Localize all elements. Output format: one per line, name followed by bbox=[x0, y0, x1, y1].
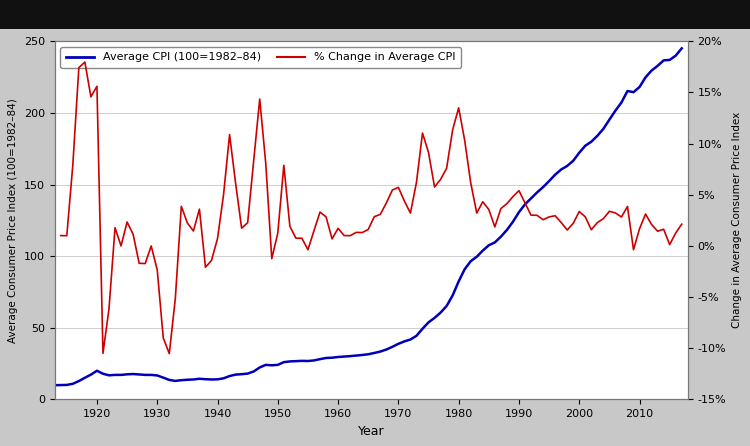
% Change in Average CPI bbox=[56, 233, 65, 238]
Average CPI (100=1982–84) bbox=[322, 355, 331, 361]
Average CPI (100=1982–84) bbox=[50, 383, 59, 388]
Y-axis label: Change in Average Consumer Price Index: Change in Average Consumer Price Index bbox=[732, 112, 742, 329]
Average CPI (100=1982–84) bbox=[135, 372, 144, 377]
% Change in Average CPI bbox=[635, 226, 644, 231]
Average CPI (100=1982–84) bbox=[677, 45, 686, 51]
Average CPI (100=1982–84) bbox=[665, 57, 674, 62]
% Change in Average CPI bbox=[249, 158, 258, 163]
Line: % Change in Average CPI: % Change in Average CPI bbox=[61, 62, 682, 354]
% Change in Average CPI bbox=[665, 242, 674, 248]
Average CPI (100=1982–84) bbox=[56, 382, 65, 388]
Line: Average CPI (100=1982–84): Average CPI (100=1982–84) bbox=[55, 48, 682, 385]
% Change in Average CPI bbox=[80, 59, 89, 65]
Average CPI (100=1982–84) bbox=[503, 227, 512, 233]
% Change in Average CPI bbox=[225, 132, 234, 137]
% Change in Average CPI bbox=[74, 65, 83, 70]
Average CPI (100=1982–84) bbox=[509, 219, 518, 224]
Y-axis label: Average Consumer Price Index (100=1982–84): Average Consumer Price Index (100=1982–8… bbox=[8, 98, 18, 343]
% Change in Average CPI bbox=[165, 351, 174, 356]
% Change in Average CPI bbox=[677, 222, 686, 227]
X-axis label: Year: Year bbox=[358, 425, 385, 438]
Legend: Average CPI (100=1982–84), % Change in Average CPI: Average CPI (100=1982–84), % Change in A… bbox=[60, 47, 461, 68]
% Change in Average CPI bbox=[376, 212, 385, 217]
